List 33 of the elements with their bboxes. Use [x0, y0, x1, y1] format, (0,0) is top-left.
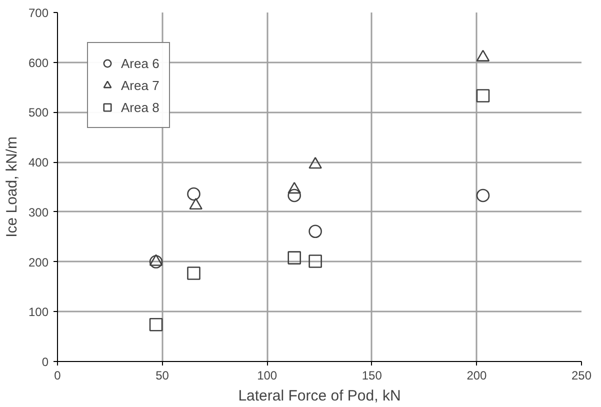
x-tick-label: 200 — [466, 368, 488, 382]
y-tick-label: 300 — [28, 205, 49, 220]
point — [288, 251, 301, 264]
point — [288, 182, 301, 194]
x-tick-label: 100 — [257, 368, 278, 382]
y-axis-title: Ice Load, kN/m — [3, 136, 20, 238]
point — [476, 50, 490, 62]
y-tick-label: 0 — [42, 355, 49, 369]
y-tick-label: 500 — [28, 106, 49, 120]
point — [308, 254, 322, 268]
x-tick-label: 150 — [362, 368, 382, 382]
y-tick-label: 600 — [28, 56, 49, 70]
x-tick-label: 0 — [54, 368, 62, 382]
point — [476, 188, 490, 202]
y-tick-label: 400 — [28, 156, 49, 170]
point — [189, 198, 202, 210]
point — [476, 89, 490, 102]
legend-label: Area 7 — [121, 78, 160, 92]
x-tick-label: 50 — [156, 368, 170, 382]
point — [288, 188, 301, 202]
point — [149, 255, 163, 268]
point — [149, 318, 163, 332]
point — [308, 224, 322, 238]
x-tick-label: 250 — [571, 368, 592, 382]
y-tick-label: 200 — [28, 255, 49, 270]
point — [308, 156, 322, 169]
legend-label: Area 6 — [121, 56, 160, 70]
y-tick-label: 700 — [28, 6, 49, 20]
x-axis-title: Lateral Force of Pod, kN — [238, 388, 401, 404]
y-tick-label: 100 — [28, 305, 49, 320]
point — [187, 187, 200, 201]
point — [187, 266, 200, 280]
legend-label: Area 8 — [121, 100, 160, 114]
